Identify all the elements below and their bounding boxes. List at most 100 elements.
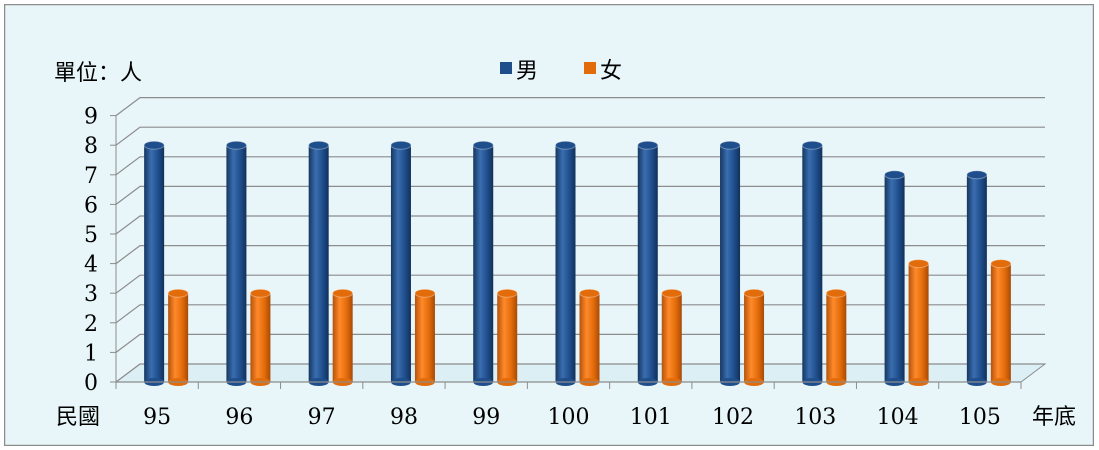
bar-female-body bbox=[744, 293, 765, 382]
bar-male-body bbox=[802, 145, 823, 382]
bar-male-top bbox=[637, 140, 659, 150]
bar-male bbox=[390, 140, 412, 386]
bar-male bbox=[801, 140, 823, 386]
legend-swatch-female bbox=[584, 62, 596, 74]
x-axis: 95 96 97 98 99 100 101 102 103 104 105 bbox=[115, 381, 1022, 430]
y-tick-label: 4 bbox=[84, 253, 98, 278]
bar-female-top bbox=[990, 259, 1012, 269]
bar-female-top bbox=[825, 288, 847, 298]
bar-female bbox=[661, 288, 683, 386]
gridline bbox=[115, 304, 1045, 324]
unit-label: 單位：人 bbox=[54, 61, 142, 86]
bar-female-body bbox=[579, 293, 600, 382]
bar-male-top bbox=[801, 140, 823, 150]
x-tick-label: 104 bbox=[877, 405, 919, 430]
bar-female bbox=[249, 288, 271, 386]
bar-female-body bbox=[250, 293, 271, 382]
bar-female-body bbox=[332, 293, 353, 382]
bar-male-body bbox=[720, 145, 741, 382]
x-tick-label: 97 bbox=[308, 405, 336, 430]
y-tick-label: 9 bbox=[84, 105, 98, 130]
bar-male-top bbox=[143, 140, 165, 150]
bar-female-top bbox=[579, 288, 600, 298]
bar-female bbox=[743, 288, 765, 386]
y-tick-label: 2 bbox=[84, 312, 98, 337]
gridline bbox=[115, 333, 1045, 353]
gridline bbox=[115, 245, 1045, 265]
bar-male-body bbox=[144, 145, 165, 382]
y-tick-label: 1 bbox=[84, 341, 98, 366]
x-tick-label: 105 bbox=[959, 405, 1001, 430]
bar-male bbox=[308, 140, 330, 386]
bar-female-body bbox=[497, 293, 518, 382]
bar-female bbox=[414, 288, 436, 386]
bar-male-top bbox=[884, 170, 906, 180]
bar-male-body bbox=[637, 145, 658, 382]
bar-male-body bbox=[308, 145, 329, 382]
bar-male-body bbox=[884, 174, 905, 382]
bar-male bbox=[884, 170, 906, 386]
bars bbox=[143, 140, 1012, 386]
bar-male bbox=[966, 170, 988, 386]
bar-female bbox=[908, 259, 930, 386]
chart-frame: 單位：人 男 女 0 1 2 3 4 5 6 7 8 9 95 96 97 98 99 100 101 102 1… bbox=[4, 4, 1094, 446]
bar-female-body bbox=[168, 293, 189, 382]
bar-female-top bbox=[743, 288, 765, 298]
x-tick-label: 95 bbox=[143, 405, 171, 430]
x-axis-suffix: 年底 bbox=[1032, 405, 1076, 430]
bar-female-body bbox=[826, 293, 847, 382]
y-tick-label: 7 bbox=[84, 164, 98, 189]
grid-lines bbox=[115, 96, 1045, 383]
bar-male bbox=[719, 140, 741, 386]
bar-female-body bbox=[414, 293, 435, 382]
x-tick-label: 98 bbox=[390, 405, 418, 430]
bar-female bbox=[990, 259, 1012, 386]
y-tick-label: 5 bbox=[84, 223, 98, 248]
x-tick-label: 103 bbox=[794, 405, 836, 430]
bar-male-body bbox=[226, 145, 247, 382]
chart-svg: 單位：人 男 女 0 1 2 3 4 5 6 7 8 9 95 96 97 98 99 100 101 102 1… bbox=[4, 4, 1094, 446]
bar-male bbox=[225, 140, 247, 386]
bar-male-body bbox=[390, 145, 411, 382]
bar-female-top bbox=[249, 288, 271, 298]
x-tick-label: 102 bbox=[712, 405, 754, 430]
bar-female bbox=[825, 288, 847, 386]
bar-female-top bbox=[908, 259, 930, 269]
bar-female bbox=[496, 288, 518, 386]
x-tick-label: 101 bbox=[630, 405, 672, 430]
gridline bbox=[115, 126, 1045, 146]
x-tick-label: 100 bbox=[548, 405, 590, 430]
bar-female-top bbox=[332, 288, 354, 298]
bar-female-body bbox=[990, 263, 1011, 382]
bar-female bbox=[579, 288, 600, 386]
legend: 男 女 bbox=[500, 59, 622, 84]
bar-male bbox=[472, 140, 494, 386]
gridline bbox=[115, 215, 1045, 235]
y-axis: 0 1 2 3 4 5 6 7 8 9 bbox=[84, 105, 116, 396]
bar-female-top bbox=[414, 288, 436, 298]
gridline bbox=[115, 185, 1045, 205]
gridline bbox=[115, 96, 1045, 117]
bar-female-top bbox=[661, 288, 683, 298]
gridline bbox=[115, 363, 1045, 383]
legend-label-female: 女 bbox=[600, 59, 622, 84]
y-tick-label: 8 bbox=[84, 134, 98, 159]
bar-male bbox=[143, 140, 165, 386]
gridline bbox=[115, 274, 1045, 294]
bar-female-body bbox=[908, 263, 929, 382]
x-tick-label: 96 bbox=[225, 405, 253, 430]
bar-female-top bbox=[496, 288, 518, 298]
bar-male bbox=[637, 140, 659, 386]
bar-male-body bbox=[966, 174, 987, 382]
bar-male-top bbox=[472, 140, 494, 150]
bar-male-top bbox=[966, 170, 988, 180]
bar-male-top bbox=[719, 140, 741, 150]
legend-swatch-male bbox=[500, 62, 512, 74]
bar-male-top bbox=[308, 140, 330, 150]
y-tick-label: 0 bbox=[84, 371, 98, 396]
bar-female-body bbox=[661, 293, 682, 382]
bar-female bbox=[167, 288, 189, 386]
bar-male-top bbox=[555, 140, 576, 150]
bar-female-top bbox=[167, 288, 189, 298]
x-tick-label: 99 bbox=[472, 405, 500, 430]
